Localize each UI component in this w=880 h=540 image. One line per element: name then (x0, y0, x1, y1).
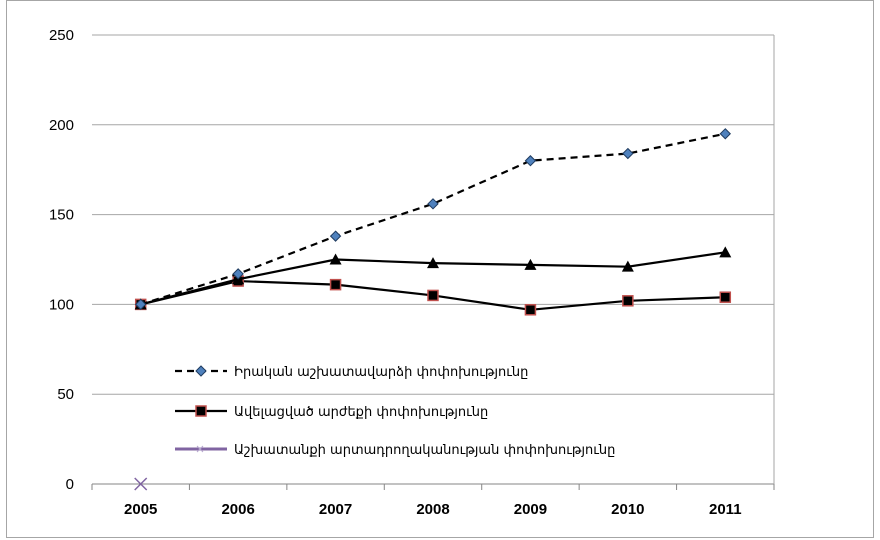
legend-label-0: Իրական աշխատավարձի փոփոխությունը (234, 365, 528, 380)
y-tick-label-200: 200 (49, 117, 74, 134)
chart-frame (6, 0, 874, 538)
series-line-0 (140, 132, 726, 306)
legend-label-3: Աշխատանքի արտադրողականության փոփոխությու… (234, 443, 615, 458)
series-1-point-2008 (427, 289, 439, 302)
series-1-point-2009 (524, 304, 537, 316)
series-0-point-2007 (329, 230, 342, 242)
y-tick-label-150: 150 (49, 207, 74, 224)
legend-label-1: Ավելացված արժեքի փոփոխությունը (234, 405, 488, 420)
series-0-point-2008 (427, 198, 439, 210)
series-0-point-2009 (524, 155, 537, 167)
x-tick-label-2010: 2010 (611, 501, 644, 518)
y-tick-label-0: 0 (66, 476, 74, 493)
series-0-point-2010 (622, 147, 634, 160)
legend-marker-0 (195, 365, 207, 377)
legend-marker-3 (196, 445, 204, 453)
x-tick-label-2011: 2011 (709, 501, 742, 518)
series-0-point-2011 (719, 128, 731, 140)
series-1-point-2011 (719, 291, 732, 303)
series-3-point-2005 (134, 477, 148, 491)
series-2-point-2011 (719, 246, 732, 258)
legend-marker-1 (195, 405, 207, 417)
y-tick-label-100: 100 (49, 296, 74, 313)
x-tick-label-2006: 2006 (221, 501, 254, 518)
series-2-point-2008 (427, 257, 439, 269)
y-tick-label-50: 50 (57, 386, 74, 403)
x-tick-label-2009: 2009 (514, 501, 547, 518)
series-1-point-2007 (329, 278, 342, 291)
series-2-point-2009 (524, 258, 537, 270)
series-0-point-2005 (135, 298, 147, 311)
series-0-point-2006 (232, 268, 244, 280)
x-tick-label-2005: 2005 (124, 501, 157, 518)
x-tick-label-2008: 2008 (416, 501, 449, 518)
series-1-point-2010 (622, 295, 634, 307)
y-tick-label-250: 250 (49, 27, 74, 44)
series-2-point-2007 (329, 253, 342, 265)
series-2-point-2010 (621, 260, 634, 272)
x-tick-label-2007: 2007 (319, 501, 352, 518)
